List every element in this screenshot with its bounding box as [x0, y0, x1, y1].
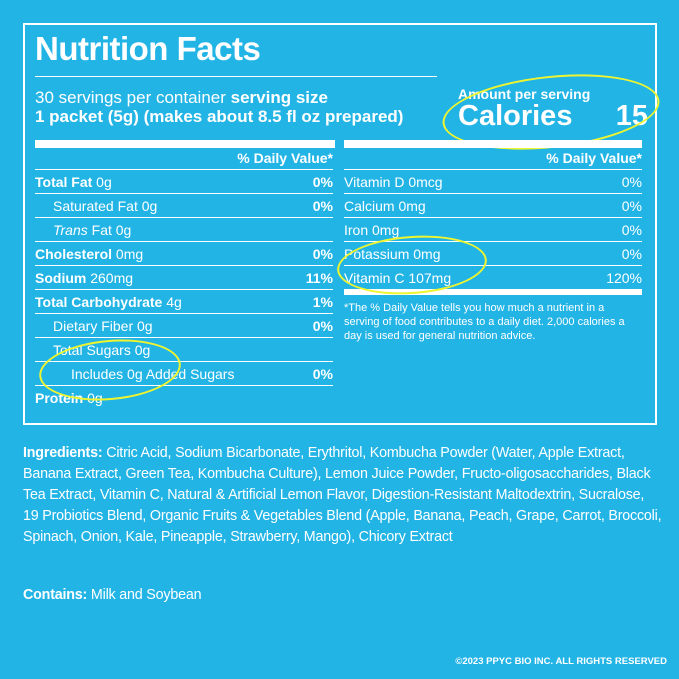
- left-thick-rule: [35, 140, 335, 148]
- daily-value-footnote: *The % Daily Value tells you how much a …: [344, 302, 625, 342]
- calories-value: 15: [615, 100, 648, 132]
- amount-per-serving-label: Amount per serving: [458, 86, 591, 102]
- ingredients-list: Ingredients: Citric Acid, Sodium Bicarbo…: [23, 443, 663, 548]
- label-title: Nutrition Facts: [35, 30, 261, 67]
- table-row: Protein 0g: [35, 385, 333, 409]
- table-row: Vitamin D 0mcg 0%: [344, 169, 642, 193]
- copyright-notice: ©2023 PPYC BIO INC. ALL RIGHTS RESERVED: [455, 656, 667, 667]
- calories-panel: Amount per serving Calories 15: [458, 86, 648, 133]
- calories-label: Calories: [458, 100, 573, 132]
- table-row: Trans Fat 0g: [35, 217, 333, 241]
- serving-size-label: serving size: [230, 88, 328, 107]
- table-row: Saturated Fat 0g 0%: [35, 193, 333, 217]
- vitamin-bottom-rule: [344, 289, 642, 295]
- servings-info: 30 servings per container serving size 1…: [35, 88, 403, 126]
- contains-label: Contains:: [23, 587, 88, 603]
- table-row: Includes 0g Added Sugars 0%: [35, 361, 333, 385]
- table-row: Potassium 0mg 0%: [344, 241, 642, 265]
- right-thick-rule: [344, 140, 642, 148]
- table-row: Dietary Fiber 0g 0%: [35, 313, 333, 337]
- serving-size-value: 1 packet (5g) (makes about 8.5 fl oz pre…: [35, 107, 404, 126]
- servings-per-container: 30 servings per container: [35, 88, 226, 107]
- title-divider: [35, 76, 437, 77]
- nutrition-label-frame: [23, 23, 657, 425]
- ingredients-text: Citric Acid, Sodium Bicarbonate, Erythri…: [23, 445, 662, 545]
- allergen-statement: Contains: Milk and Soybean: [23, 587, 202, 603]
- nutrient-table-right: % Daily Value* Vitamin D 0mcg 0% Calcium…: [344, 148, 642, 343]
- daily-value-header: % Daily Value*: [546, 150, 642, 166]
- table-row: Iron 0mg 0%: [344, 217, 642, 241]
- table-row: Total Sugars 0g: [35, 337, 333, 361]
- nutrient-table-left: % Daily Value* Total Fat 0g 0% Saturated…: [35, 148, 333, 409]
- table-row: Calcium 0mg 0%: [344, 193, 642, 217]
- ingredients-label: Ingredients:: [23, 445, 103, 461]
- contains-text: Milk and Soybean: [87, 587, 202, 603]
- table-row: Total Carbohydrate 4g 1%: [35, 289, 333, 313]
- table-row: Sodium 260mg 11%: [35, 265, 333, 289]
- table-row: Total Fat 0g 0%: [35, 169, 333, 193]
- table-row: Vitamin C 107mg 120%: [344, 265, 642, 289]
- table-row: Cholesterol 0mg 0%: [35, 241, 333, 265]
- daily-value-header: % Daily Value*: [237, 150, 333, 166]
